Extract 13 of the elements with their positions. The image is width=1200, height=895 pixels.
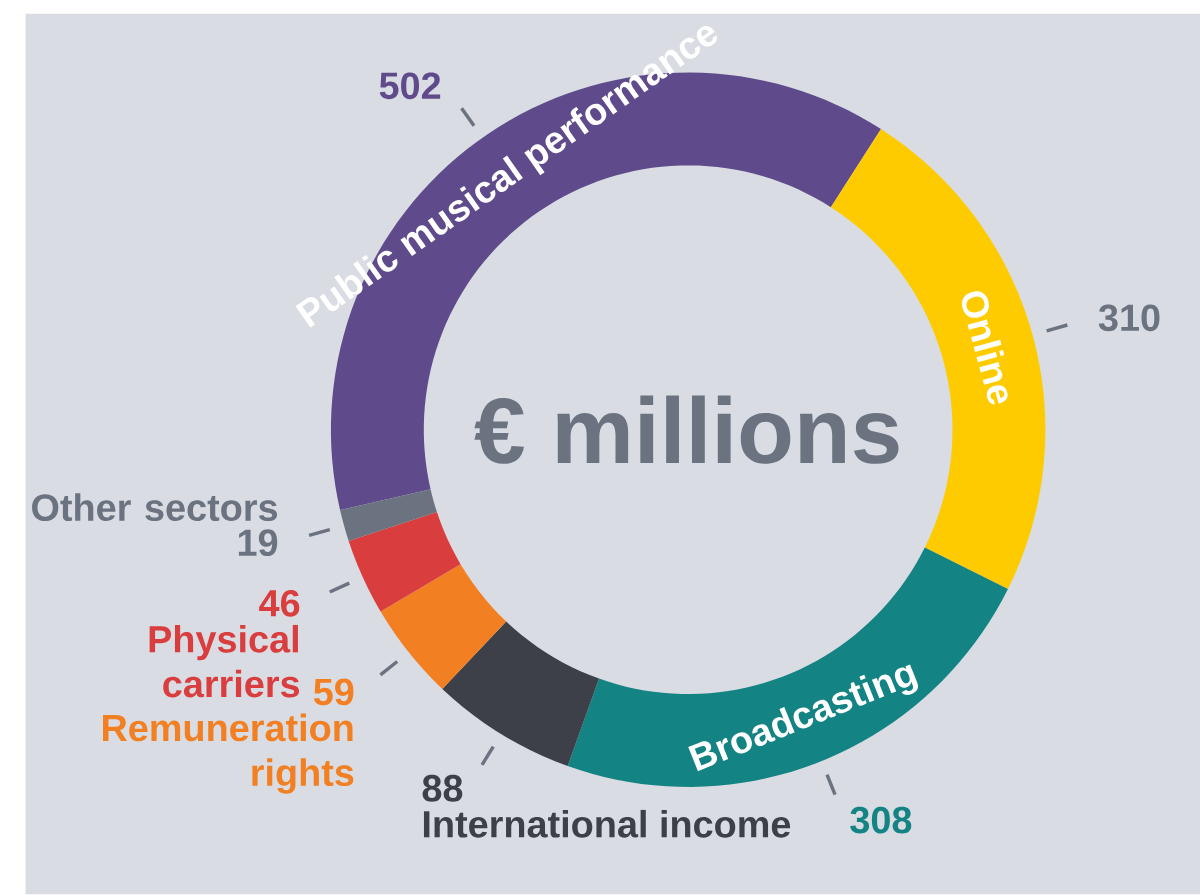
slice-label: Other sectors <box>32 493 278 522</box>
data-label: 88 <box>422 775 463 802</box>
data-label: 310 <box>1098 304 1160 332</box>
slice-label: Remuneration rights <box>103 713 354 794</box>
slice-label: International income <box>423 810 791 838</box>
slice-label: Online <box>961 291 1008 405</box>
data-label: 19 <box>238 529 278 557</box>
data-label: 308 <box>850 806 912 834</box>
data-label: 502 <box>379 72 441 100</box>
slice-label: Physical carriers <box>149 625 300 698</box>
data-label: 46 <box>259 590 300 617</box>
text: € millions <box>474 395 899 465</box>
data-label: 59 <box>313 678 354 706</box>
